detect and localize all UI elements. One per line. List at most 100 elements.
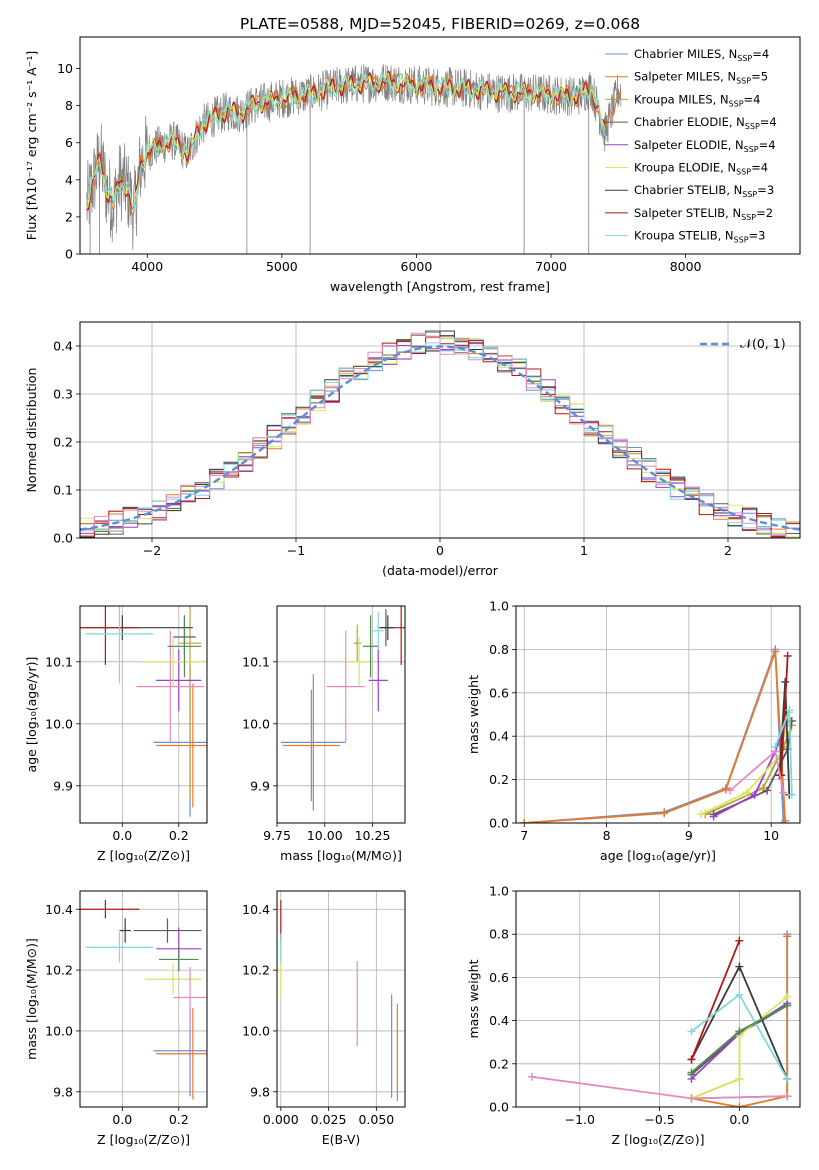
panel-age-vs-z: 0.0 0.2 9.9 10.0 10.1 Z [log₁₀(Z/Z⊙)] age [log…: [24, 605, 208, 863]
x-tick-label: 8: [603, 828, 611, 843]
grid-lines: [80, 606, 207, 823]
weight-marker: [735, 936, 744, 945]
x-tick-label: 0.0: [112, 1112, 132, 1127]
grid-lines: [80, 891, 207, 1107]
plot-area: [280, 900, 398, 1101]
y-tick-label: 0.4: [489, 729, 509, 744]
legend-subscript: SSP: [737, 54, 752, 63]
legend-subscript: SSP: [736, 77, 751, 86]
plot-area: [80, 606, 207, 817]
y-tick-label: 9.8: [53, 1084, 73, 1099]
y-tick-label: 0.4: [489, 1013, 509, 1028]
legend-entry: Kroupa MILES, NSSP=4: [634, 92, 760, 108]
y-tick-label: 0.2: [53, 435, 73, 450]
weight-marker: [785, 706, 794, 715]
x-tick-label: 9: [685, 828, 693, 843]
x-tick-label: 0.000: [263, 1112, 299, 1127]
weight-line-salpeter-stelib: [780, 655, 789, 776]
y-axis-label: mass weight: [466, 675, 481, 754]
axes-frame: [79, 605, 208, 824]
weight-marker: [735, 1027, 744, 1036]
legend-subscript: SSP: [741, 213, 756, 222]
y-tick-label: 10.0: [242, 1023, 270, 1038]
y-tick-label: 0.2: [489, 1056, 509, 1071]
legend-label: Kroupa ELODIE, N: [634, 161, 736, 175]
axes-frame: [79, 890, 208, 1108]
plot-area: [280, 606, 405, 811]
weight-marker: [783, 1001, 792, 1010]
weight-marker: [527, 1072, 536, 1081]
x-axis-label: mass [log₁₀(M/M⊙)]: [280, 848, 402, 863]
panel-residuals: −2 −1 0 1 2 0.0 0.1 0.2 0.3 0.4 (data-model)/error…: [24, 321, 801, 578]
x-axis-label: Z [log₁₀(Z/Z⊙)]: [97, 1132, 190, 1147]
axes-frame: [79, 36, 801, 255]
legend-entry: Kroupa STELIB, NSSP=3: [634, 229, 765, 245]
weight-marker: [750, 790, 759, 799]
y-axis-label: Normed distribution: [24, 368, 39, 493]
model-line-salpeter-miles: [86, 73, 622, 216]
legend-subscript: SSP: [744, 145, 759, 154]
weight-marker: [771, 747, 780, 756]
y-tick-label: 9.8: [250, 1084, 270, 1099]
weight-marker: [783, 651, 792, 660]
x-tick-label: 7: [520, 828, 528, 843]
x-tick-label: 0.050: [358, 1112, 394, 1127]
plot-area: [527, 930, 792, 1107]
y-tick-label: 10.1: [242, 654, 270, 669]
legend-label: Chabrier STELIB, N: [634, 183, 742, 197]
grid-lines: [516, 890, 800, 1108]
x-tick-label: 0.2: [169, 1112, 189, 1127]
y-tick-label: 1.0: [489, 884, 509, 899]
x-axis-label: age [log₁₀(age/yr)]: [600, 848, 716, 863]
legend-entry: Chabrier MILES, NSSP=4: [634, 47, 769, 63]
y-tick-label: 0.1: [53, 483, 73, 498]
y-tick-label: 4: [65, 172, 73, 187]
legend-nssp: =4: [751, 161, 768, 175]
y-tick-label: 0.0: [489, 1100, 509, 1115]
y-axis-label: Flux [fλ10⁻¹⁷ erg cm⁻² s⁻¹ A⁻¹]: [24, 51, 39, 240]
y-tick-label: 0.2: [489, 772, 509, 787]
y-tick-label: 10.0: [45, 716, 73, 731]
axes-frame: [515, 605, 801, 824]
y-tick-label: 1.0: [489, 599, 509, 614]
weight-line-kroupa-elodie: [691, 996, 788, 1100]
y-tick-label: 0.8: [489, 927, 509, 942]
weight-marker: [783, 1074, 792, 1083]
y-tick-label: 0: [65, 247, 73, 262]
y-tick-label: 10.0: [45, 1023, 73, 1038]
figure-title: PLATE=0588, MJD=52045, FIBERID=0269, z=0…: [240, 15, 640, 33]
weight-marker: [781, 677, 790, 686]
weight-marker: [687, 1068, 696, 1077]
weight-marker: [771, 647, 780, 656]
panel-weight-vs-z: −1.0 −0.5 0.0 0.0 0.2 0.4 0.6 0.8 1.0 Z [log₁₀(Z/…: [466, 884, 801, 1147]
x-tick-label: 9.75: [263, 828, 291, 843]
legend-subscript: SSP: [734, 236, 749, 245]
y-tick-label: 10.2: [242, 963, 270, 978]
x-tick-label: 0.0: [112, 828, 132, 843]
y-axis-label: mass weight: [466, 959, 481, 1038]
weight-line-kroupa-elodie: [700, 712, 791, 816]
weight-marker: [735, 990, 744, 999]
weight-line-salpeter-miles: [691, 936, 789, 1107]
legend-entry: Kroupa ELODIE, NSSP=4: [634, 161, 768, 177]
legend-nssp: =4: [760, 115, 777, 129]
grid-lines: [516, 605, 800, 824]
x-tick-label: −0.5: [644, 1112, 674, 1127]
weight-marker: [763, 786, 772, 795]
weight-marker: [758, 784, 767, 793]
legend-entry: Chabrier STELIB, NSSP=3: [634, 183, 774, 199]
weight-marker: [783, 992, 792, 1001]
y-tick-label: 9.9: [250, 778, 270, 793]
x-tick-label: 0.2: [169, 828, 189, 843]
weight-marker: [735, 962, 744, 971]
y-tick-label: 0.6: [489, 970, 509, 985]
x-tick-label: 4000: [131, 259, 163, 274]
legend-label: Chabrier ELODIE, N: [634, 115, 745, 129]
weight-marker: [781, 816, 790, 823]
x-axis-label: Z [log₁₀(Z/Z⊙)]: [612, 1132, 705, 1147]
panel-spectrum: 4000 5000 6000 7000 8000 0 2 4 6 8 10 wavelength [A…: [24, 36, 801, 294]
plot-area: [80, 330, 800, 538]
weight-marker: [687, 1055, 696, 1064]
